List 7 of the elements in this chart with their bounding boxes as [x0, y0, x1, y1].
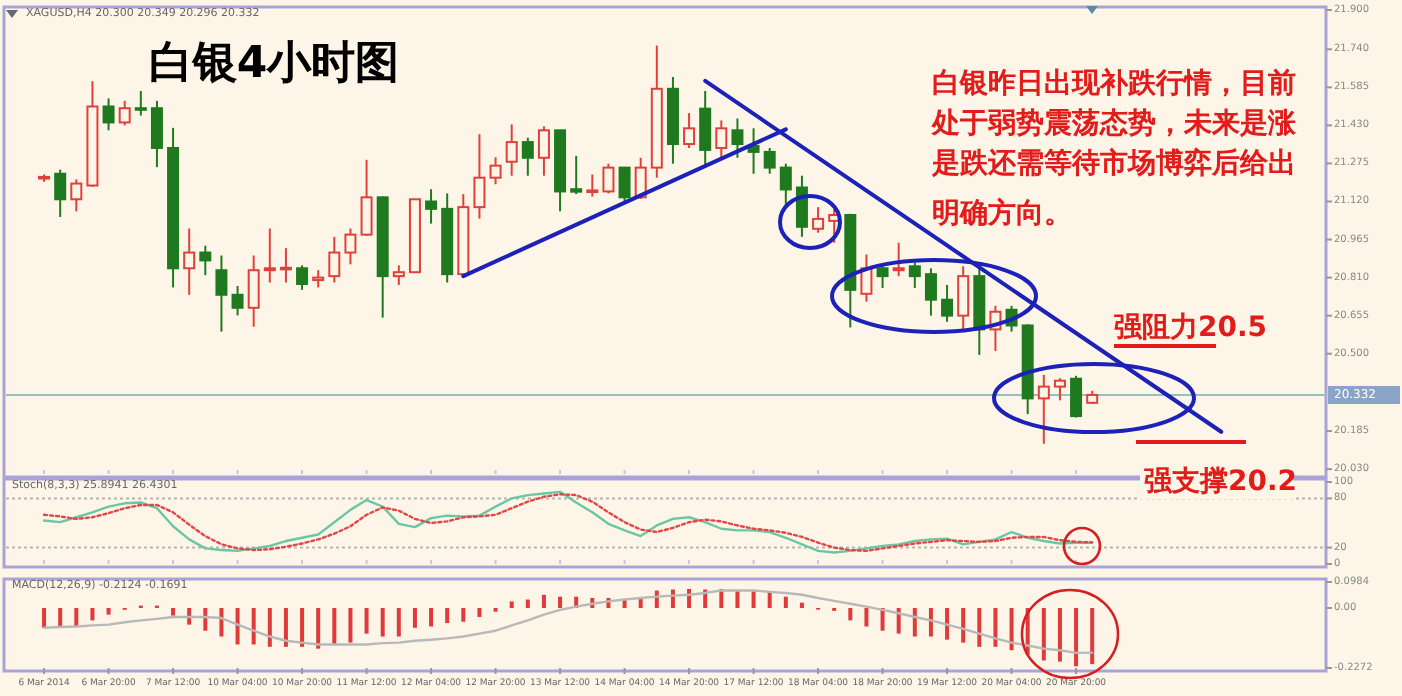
annotation: 强阻力20.5: [1114, 312, 1268, 344]
annotation: 强支撑20.2: [1144, 466, 1298, 498]
annotation: 是跌还需等待市场博弈后给出: [930, 146, 1296, 180]
annotation: 白银昨日出现补跌行情，目前: [932, 66, 1296, 100]
text: 白银4小时图: [148, 39, 400, 89]
annotation: 处于弱势震荡态势，未来是涨: [930, 108, 1298, 140]
annotation: 明确方向。: [932, 196, 1072, 230]
